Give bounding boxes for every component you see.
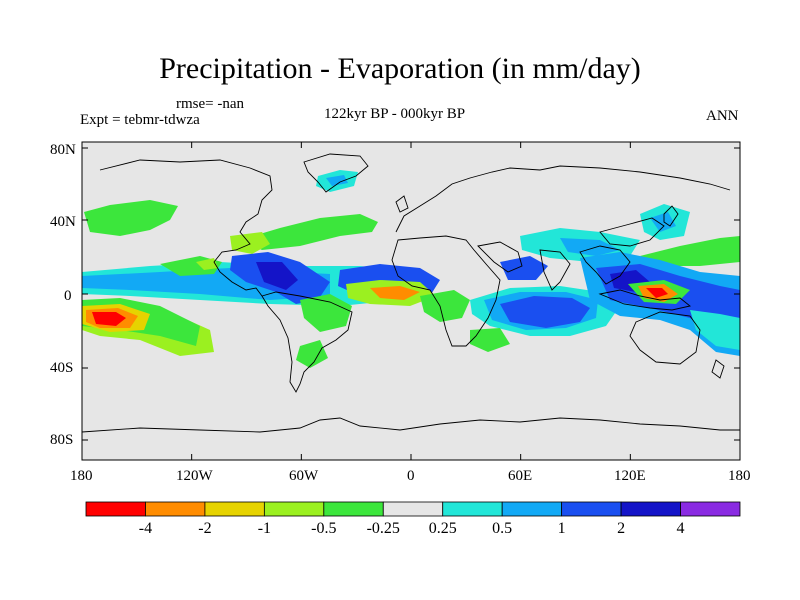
coast-africa	[391, 235, 501, 347]
coast-greenland	[303, 153, 369, 193]
lon-label-120e: 120E	[614, 468, 646, 484]
field-spacific-red	[92, 312, 126, 326]
field-indian-dblue	[500, 296, 590, 328]
lon-label-0: 0	[407, 468, 415, 484]
field-sindian-green	[470, 328, 510, 352]
colorbar-label: -2	[198, 520, 212, 537]
coast-arabia	[477, 241, 523, 273]
rmse-label: rmse= -nan	[176, 96, 245, 112]
coast-japan	[663, 205, 679, 227]
season-label: ANN	[706, 108, 739, 124]
colorbar-label: 4	[676, 520, 685, 537]
lat-label-eq: 0	[64, 288, 72, 304]
colorbar-label: -0.25	[366, 520, 400, 537]
field-japan-blue	[650, 212, 676, 232]
colorbar-label: -4	[138, 520, 153, 537]
colorbar-label: -1	[257, 520, 272, 537]
field-wp-red	[646, 288, 668, 298]
field-arabian-blue	[500, 256, 548, 280]
coast-nz	[711, 359, 725, 379]
colorbar-label: 0.25	[428, 520, 457, 537]
lat-label-80n: 80N	[50, 142, 76, 158]
colorbar-label: -0.5	[311, 520, 337, 537]
field-wpacific-green	[640, 236, 740, 266]
field-natlantic-band	[240, 214, 378, 250]
coast-south-america	[261, 291, 353, 393]
lon-label-60w: 60W	[289, 468, 319, 484]
plot-title: Precipitation - Evaporation (in mm/day)	[159, 52, 641, 85]
coast-uk	[395, 195, 409, 213]
colorbar-label: 0.5	[492, 520, 513, 537]
coastlines	[81, 153, 740, 433]
period-label: 122kyr BP - 000kyr BP	[324, 106, 466, 122]
experiment-label: Expt = tebmr-tdwza	[80, 112, 200, 128]
coast-indonesia	[598, 289, 692, 311]
coast-europe	[395, 165, 731, 233]
field-amazon-green	[300, 294, 352, 332]
tick-marks	[81, 142, 741, 460]
field-atlantic-orange	[370, 286, 420, 300]
field-itcz-navy	[256, 262, 298, 290]
coast-north-america	[99, 159, 273, 297]
lat-label-40s: 40S	[50, 360, 74, 376]
lon-label-60e: 60E	[508, 468, 533, 484]
field-satlantic-green	[296, 340, 328, 368]
lat-label-80s: 80S	[50, 432, 74, 448]
coast-india	[539, 249, 571, 291]
field-npacific-yellow	[196, 258, 218, 270]
field-spcz-cyan	[690, 310, 740, 350]
lat-label-40n: 40N	[50, 214, 76, 230]
lon-label-180w: 180	[70, 468, 93, 484]
field-asia-blue	[560, 238, 620, 256]
colorbar-label: 2	[617, 520, 626, 537]
lon-label-180e: 180	[728, 468, 751, 484]
field-greenland-core	[326, 175, 348, 186]
lon-label-120w: 120W	[176, 468, 213, 484]
coast-china	[599, 217, 665, 247]
coast-australia	[629, 311, 701, 365]
coast-antarctica	[81, 417, 740, 433]
coast-se-asia	[579, 245, 631, 285]
field-contours	[82, 170, 740, 368]
field-africa-green	[420, 290, 470, 322]
colorbar-label: 1	[557, 520, 566, 537]
field-npacific-band	[84, 200, 178, 236]
